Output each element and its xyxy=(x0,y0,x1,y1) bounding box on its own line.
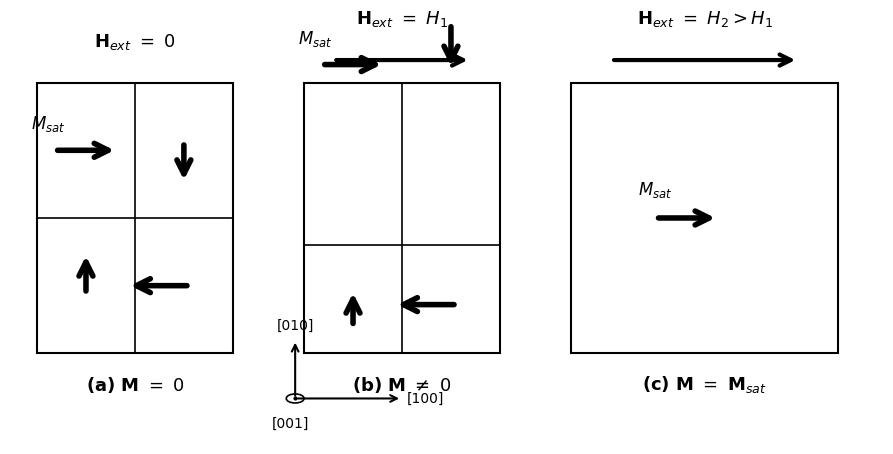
Text: $\mathbf{H}_{ext}\ =\ 0$: $\mathbf{H}_{ext}\ =\ 0$ xyxy=(94,32,176,52)
Text: $\mathit{M}_{sat}$: $\mathit{M}_{sat}$ xyxy=(638,180,673,200)
Text: (a) $\mathbf{M}\ =\ 0$: (a) $\mathbf{M}\ =\ 0$ xyxy=(86,375,184,395)
Text: [010]: [010] xyxy=(277,319,313,333)
Text: $\mathbf{H}_{ext}\ =\ H_1$: $\mathbf{H}_{ext}\ =\ H_1$ xyxy=(356,10,448,30)
Bar xyxy=(572,83,839,353)
Text: $\mathit{M}_{sat}$: $\mathit{M}_{sat}$ xyxy=(31,114,66,134)
Bar xyxy=(37,83,233,353)
Text: $\mathit{M}_{sat}$: $\mathit{M}_{sat}$ xyxy=(298,29,333,49)
Text: $\mathbf{H}_{ext}\ =\ H_2 > H_1$: $\mathbf{H}_{ext}\ =\ H_2 > H_1$ xyxy=(637,10,772,30)
Text: (b) $\mathbf{M}\ \neq\ 0$: (b) $\mathbf{M}\ \neq\ 0$ xyxy=(353,375,452,395)
Bar xyxy=(304,83,500,353)
Text: (c) $\mathbf{M}\ =\ \mathbf{M}_{sat}$: (c) $\mathbf{M}\ =\ \mathbf{M}_{sat}$ xyxy=(642,375,767,395)
Text: [001]: [001] xyxy=(272,416,309,430)
Text: [100]: [100] xyxy=(406,391,444,405)
